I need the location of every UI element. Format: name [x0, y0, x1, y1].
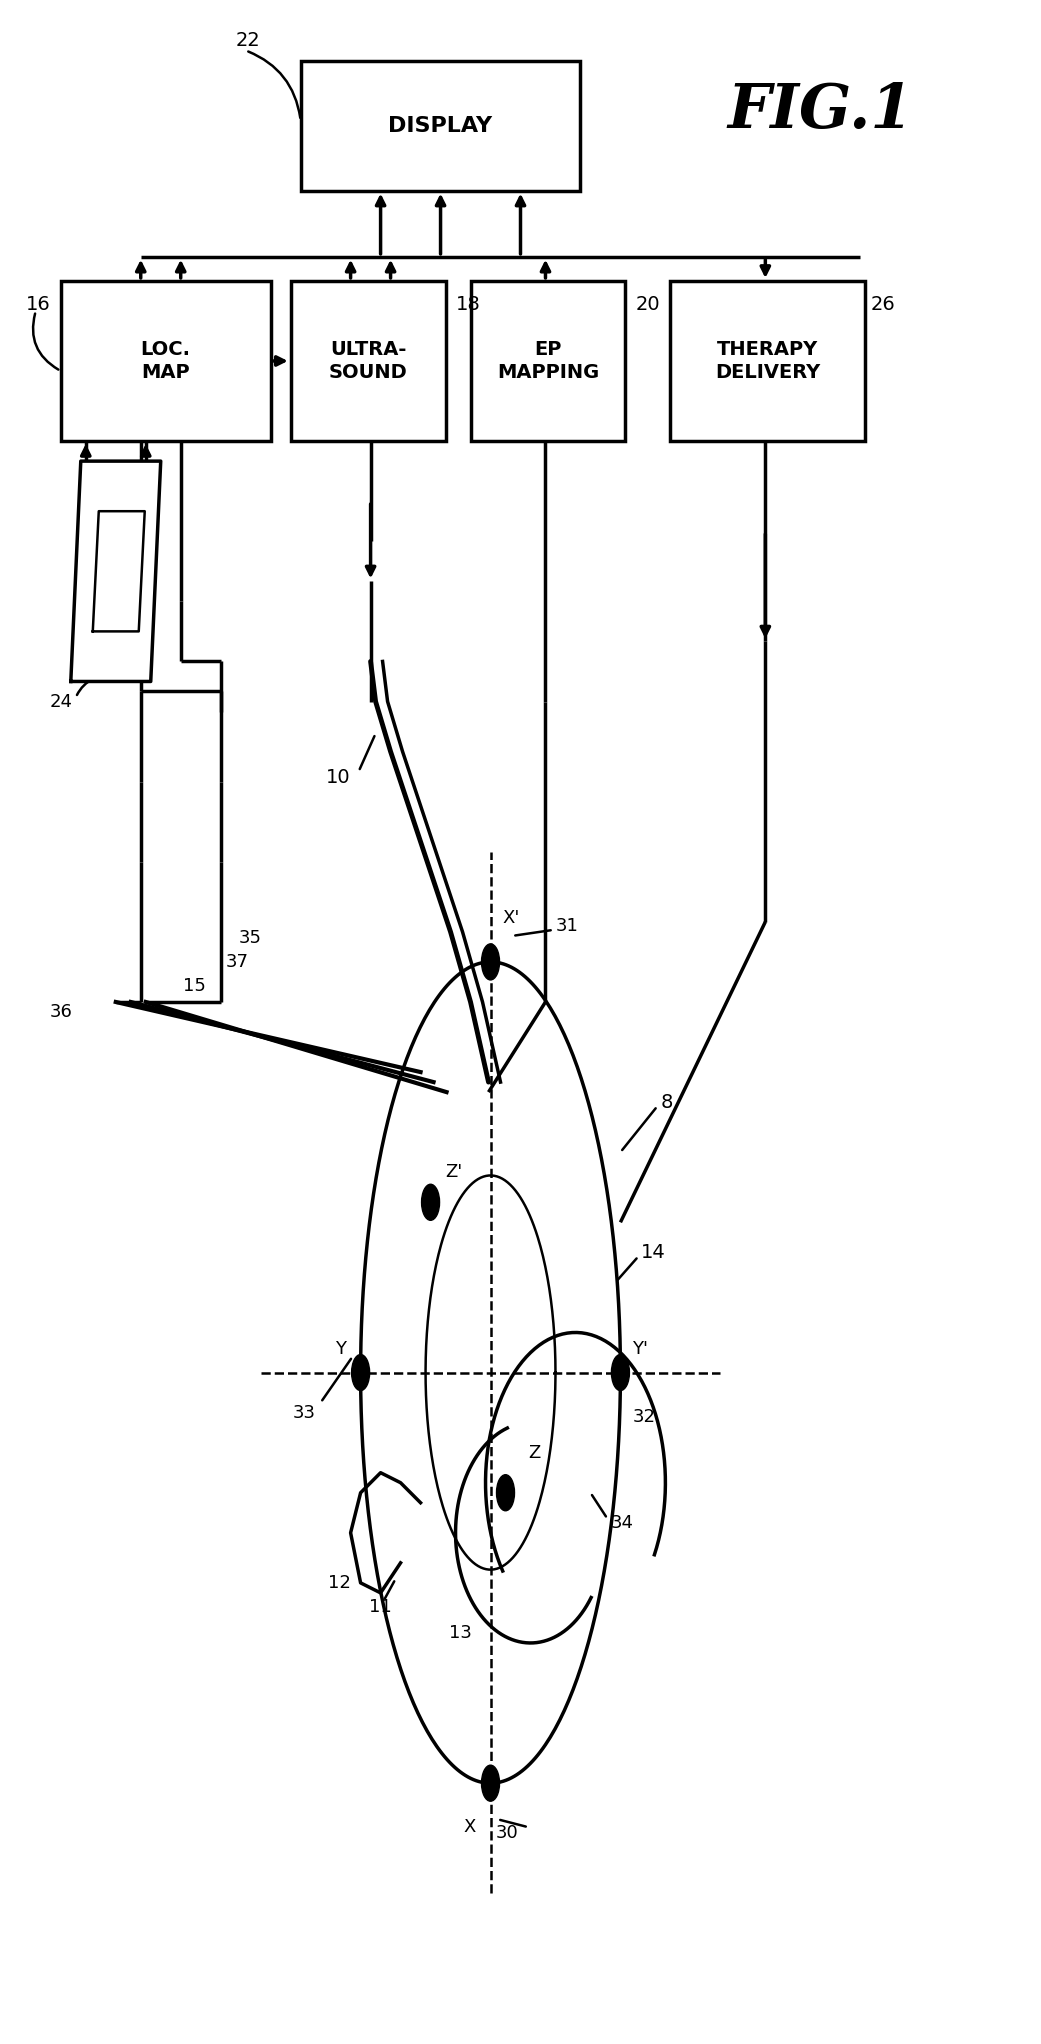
Text: DISPLAY: DISPLAY: [388, 117, 492, 135]
Text: LOC.
MAP: LOC. MAP: [141, 339, 191, 382]
Text: 14: 14: [640, 1243, 665, 1261]
Text: 36: 36: [50, 1004, 73, 1022]
Text: 15: 15: [183, 977, 206, 995]
Circle shape: [482, 1766, 500, 1801]
Text: 16: 16: [26, 296, 51, 315]
Circle shape: [611, 1355, 630, 1390]
Text: 26: 26: [870, 296, 895, 315]
Text: 12: 12: [328, 1574, 351, 1592]
Polygon shape: [71, 462, 160, 681]
Text: 37: 37: [226, 953, 249, 971]
Text: 22: 22: [235, 31, 260, 49]
Text: 35: 35: [238, 928, 261, 946]
Circle shape: [482, 944, 500, 979]
Text: FIG.1: FIG.1: [728, 80, 913, 141]
Text: 24: 24: [50, 693, 73, 711]
Bar: [471, 280, 626, 442]
Circle shape: [352, 1355, 370, 1390]
Text: Z: Z: [529, 1443, 540, 1461]
Text: Y': Y': [633, 1339, 649, 1357]
Text: ULTRA-
SOUND: ULTRA- SOUND: [329, 339, 407, 382]
Text: X: X: [463, 1819, 476, 1836]
Text: 32: 32: [633, 1408, 656, 1425]
Text: 11: 11: [370, 1598, 392, 1617]
Bar: [290, 280, 446, 442]
Text: 34: 34: [610, 1515, 633, 1531]
Text: EP
MAPPING: EP MAPPING: [497, 339, 600, 382]
Text: 33: 33: [293, 1404, 315, 1423]
Text: X': X': [503, 910, 519, 926]
Text: 10: 10: [326, 769, 351, 787]
Text: Z': Z': [446, 1163, 463, 1181]
Text: 20: 20: [635, 296, 660, 315]
Text: 31: 31: [556, 918, 579, 934]
Text: THERAPY
DELIVERY: THERAPY DELIVERY: [715, 339, 820, 382]
Text: 18: 18: [456, 296, 480, 315]
Text: 8: 8: [660, 1094, 672, 1112]
Bar: [301, 61, 581, 190]
Circle shape: [497, 1474, 514, 1511]
Bar: [60, 280, 271, 442]
Bar: [670, 280, 865, 442]
Text: 13: 13: [449, 1623, 472, 1641]
Text: Y: Y: [334, 1339, 346, 1357]
Circle shape: [422, 1183, 439, 1220]
Text: 30: 30: [496, 1823, 518, 1842]
